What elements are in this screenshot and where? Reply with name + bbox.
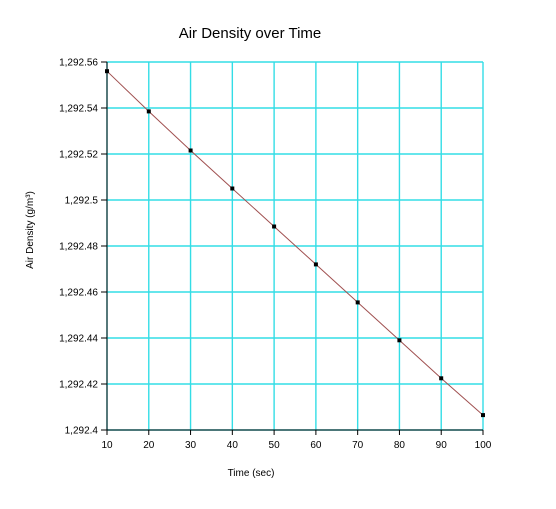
series-layer	[105, 69, 485, 418]
x-tick-label: 50	[269, 440, 281, 451]
x-tick-label: 20	[143, 440, 155, 451]
y-tick-label: 1,292.46	[59, 288, 98, 299]
data-point-marker	[230, 186, 235, 191]
data-point-marker	[272, 224, 277, 229]
data-point-marker	[481, 413, 485, 418]
axes-layer: 10 20 30 40 50 60 70 80 90 100 1,292.4 1,292.42 1,29…	[59, 58, 492, 452]
data-point-marker	[146, 109, 151, 114]
series-line	[106, 70, 484, 416]
x-tick-label: 80	[394, 440, 406, 451]
x-tick-label: 60	[310, 440, 322, 451]
y-tick-label: 1,292.44	[59, 334, 98, 345]
y-axis-label: Air Density (g/m³)	[25, 191, 36, 269]
data-point-marker	[355, 300, 360, 305]
chart-title: Air Density over Time	[179, 25, 322, 42]
data-point-marker	[105, 69, 109, 74]
data-point-marker	[439, 376, 444, 381]
y-tick-label: 1,292.42	[59, 380, 98, 391]
x-tick-label: 90	[436, 440, 448, 451]
y-tick-label: 1,292.4	[65, 426, 99, 437]
x-tick-label: 40	[227, 440, 239, 451]
x-tick-label: 10	[101, 440, 113, 451]
x-tick-label: 30	[185, 440, 197, 451]
data-point-marker	[313, 262, 318, 267]
x-tick-label: 70	[352, 440, 364, 451]
y-tick-label: 1,292.48	[59, 242, 98, 253]
x-axis-label: Time (sec)	[228, 468, 275, 479]
data-point-marker	[188, 148, 193, 153]
y-tick-label: 1,292.52	[59, 150, 98, 161]
y-tick-label: 1,292.5	[65, 196, 99, 207]
y-tick-label: 1,292.54	[59, 104, 98, 115]
x-tick-label: 100	[475, 440, 492, 451]
y-tick-label: 1,292.56	[59, 58, 98, 69]
data-point-marker	[397, 338, 402, 343]
